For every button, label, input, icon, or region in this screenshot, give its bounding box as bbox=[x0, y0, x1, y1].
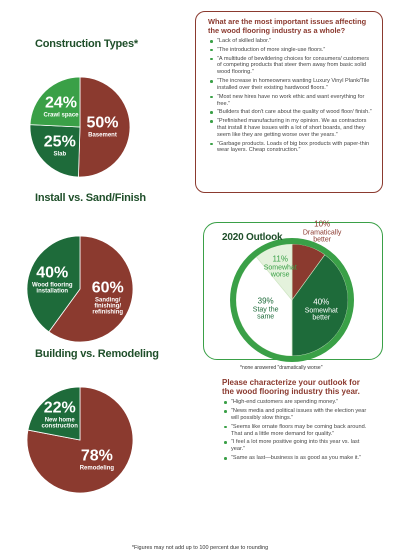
category-label: Basement bbox=[88, 132, 117, 139]
slice-label: 22% New home construction bbox=[37, 399, 83, 430]
category-label: Wood flooring installation bbox=[31, 282, 73, 295]
quote-item: “Prefinished manufacturing in my opinion… bbox=[210, 118, 374, 138]
pie-slice bbox=[235, 256, 293, 357]
outlook-title: Please characterize your outlook for the… bbox=[222, 378, 360, 397]
quote-item: “News media and political issues with th… bbox=[224, 408, 372, 422]
value-label: 78% bbox=[80, 447, 113, 465]
outlook-section: Please characterize your outlook for the… bbox=[222, 378, 372, 464]
issues-box: What are the most important issues affec… bbox=[195, 11, 383, 193]
ring-border bbox=[230, 238, 354, 362]
slice-label: 24% Crawl space bbox=[38, 94, 84, 119]
outlook-list: “High-end customers are spending money.”… bbox=[222, 399, 372, 462]
slice-label: 10% Dramatically better bbox=[300, 219, 344, 244]
pie-slice bbox=[27, 386, 81, 441]
slice-label: 25% Slab bbox=[37, 133, 83, 158]
chart-title: Construction Types* bbox=[35, 38, 138, 50]
value-label: 24% bbox=[45, 94, 78, 112]
value-label: 25% bbox=[43, 133, 76, 151]
category-label: Dramatically better bbox=[302, 229, 342, 244]
slice-label: 78% Remodeling bbox=[74, 447, 120, 472]
value-label: 11% bbox=[272, 254, 288, 264]
quote-item: “Seems like ornate floors may be coming … bbox=[224, 424, 372, 438]
issues-list: “Lack of skilled labor.” “The introductio… bbox=[208, 38, 374, 154]
value-label: 22% bbox=[43, 399, 76, 417]
pie-slice bbox=[29, 76, 81, 128]
value-label: 39% bbox=[257, 296, 274, 306]
slice-label: 50% Basement bbox=[79, 114, 125, 139]
slice-label: 40% Somewhat better bbox=[299, 297, 343, 322]
category-label: Somewhat better bbox=[304, 307, 338, 322]
quote-item: “The introduction of more single-use flo… bbox=[210, 47, 374, 54]
category-label: Somewhat worse bbox=[263, 264, 297, 279]
pie-slice bbox=[255, 243, 293, 301]
pie-slice bbox=[29, 124, 81, 178]
quote-item: “Builders that don't care about the qual… bbox=[210, 109, 374, 116]
value-label: 60% bbox=[91, 279, 124, 297]
pie-slice bbox=[78, 76, 131, 178]
pie-slice bbox=[26, 235, 81, 333]
category-label: Slab bbox=[53, 151, 67, 158]
quote-item: “High-end customers are spending money.” bbox=[224, 399, 372, 406]
category-label: Stay the same bbox=[252, 306, 279, 321]
outlook-note: *none answered "dramatically worse" bbox=[240, 365, 323, 371]
slice-label: 60% Sanding/ finishing/ refinishing bbox=[85, 279, 131, 316]
value-label: 50% bbox=[86, 114, 119, 132]
quote-item: “Same as last—business is as good as you… bbox=[224, 455, 372, 462]
quote-item: “Garbage products. Loads of big box prod… bbox=[210, 141, 374, 155]
chart-title: 2020 Outlook bbox=[222, 232, 283, 243]
quote-item: “Most new hires have no work ethic and w… bbox=[210, 94, 374, 108]
category-label: New home construction bbox=[41, 417, 78, 430]
quote-item: “The increase in homeowners wanting Luxu… bbox=[210, 78, 374, 92]
category-label: Remodeling bbox=[79, 465, 115, 472]
category-label: Sanding/ finishing/ refinishing bbox=[92, 297, 124, 316]
chart-title: Install vs. Sand/Finish bbox=[35, 192, 146, 204]
value-label: 40% bbox=[36, 264, 69, 282]
slice-label: 39% Stay the same bbox=[244, 296, 288, 321]
value-label: 40% bbox=[313, 297, 330, 307]
slice-label: 40% Wood flooring installation bbox=[29, 264, 75, 295]
pie-slice bbox=[48, 235, 134, 343]
category-label: Crawl space bbox=[43, 112, 79, 119]
chart-title: Building vs. Remodeling bbox=[35, 348, 159, 360]
quote-item: “I feel a lot more positive going into t… bbox=[224, 439, 372, 453]
quote-item: “A multitude of bewildering choices for … bbox=[210, 56, 374, 76]
footnote: *Figures may not add up to 100 percent d… bbox=[131, 545, 269, 551]
quote-item: “Lack of skilled labor.” bbox=[210, 38, 374, 45]
pie-slice bbox=[291, 254, 349, 357]
issues-title: What are the most important issues affec… bbox=[208, 17, 367, 35]
slice-label: 11% Somewhat worse bbox=[258, 254, 302, 279]
value-label: 10% bbox=[314, 219, 331, 229]
